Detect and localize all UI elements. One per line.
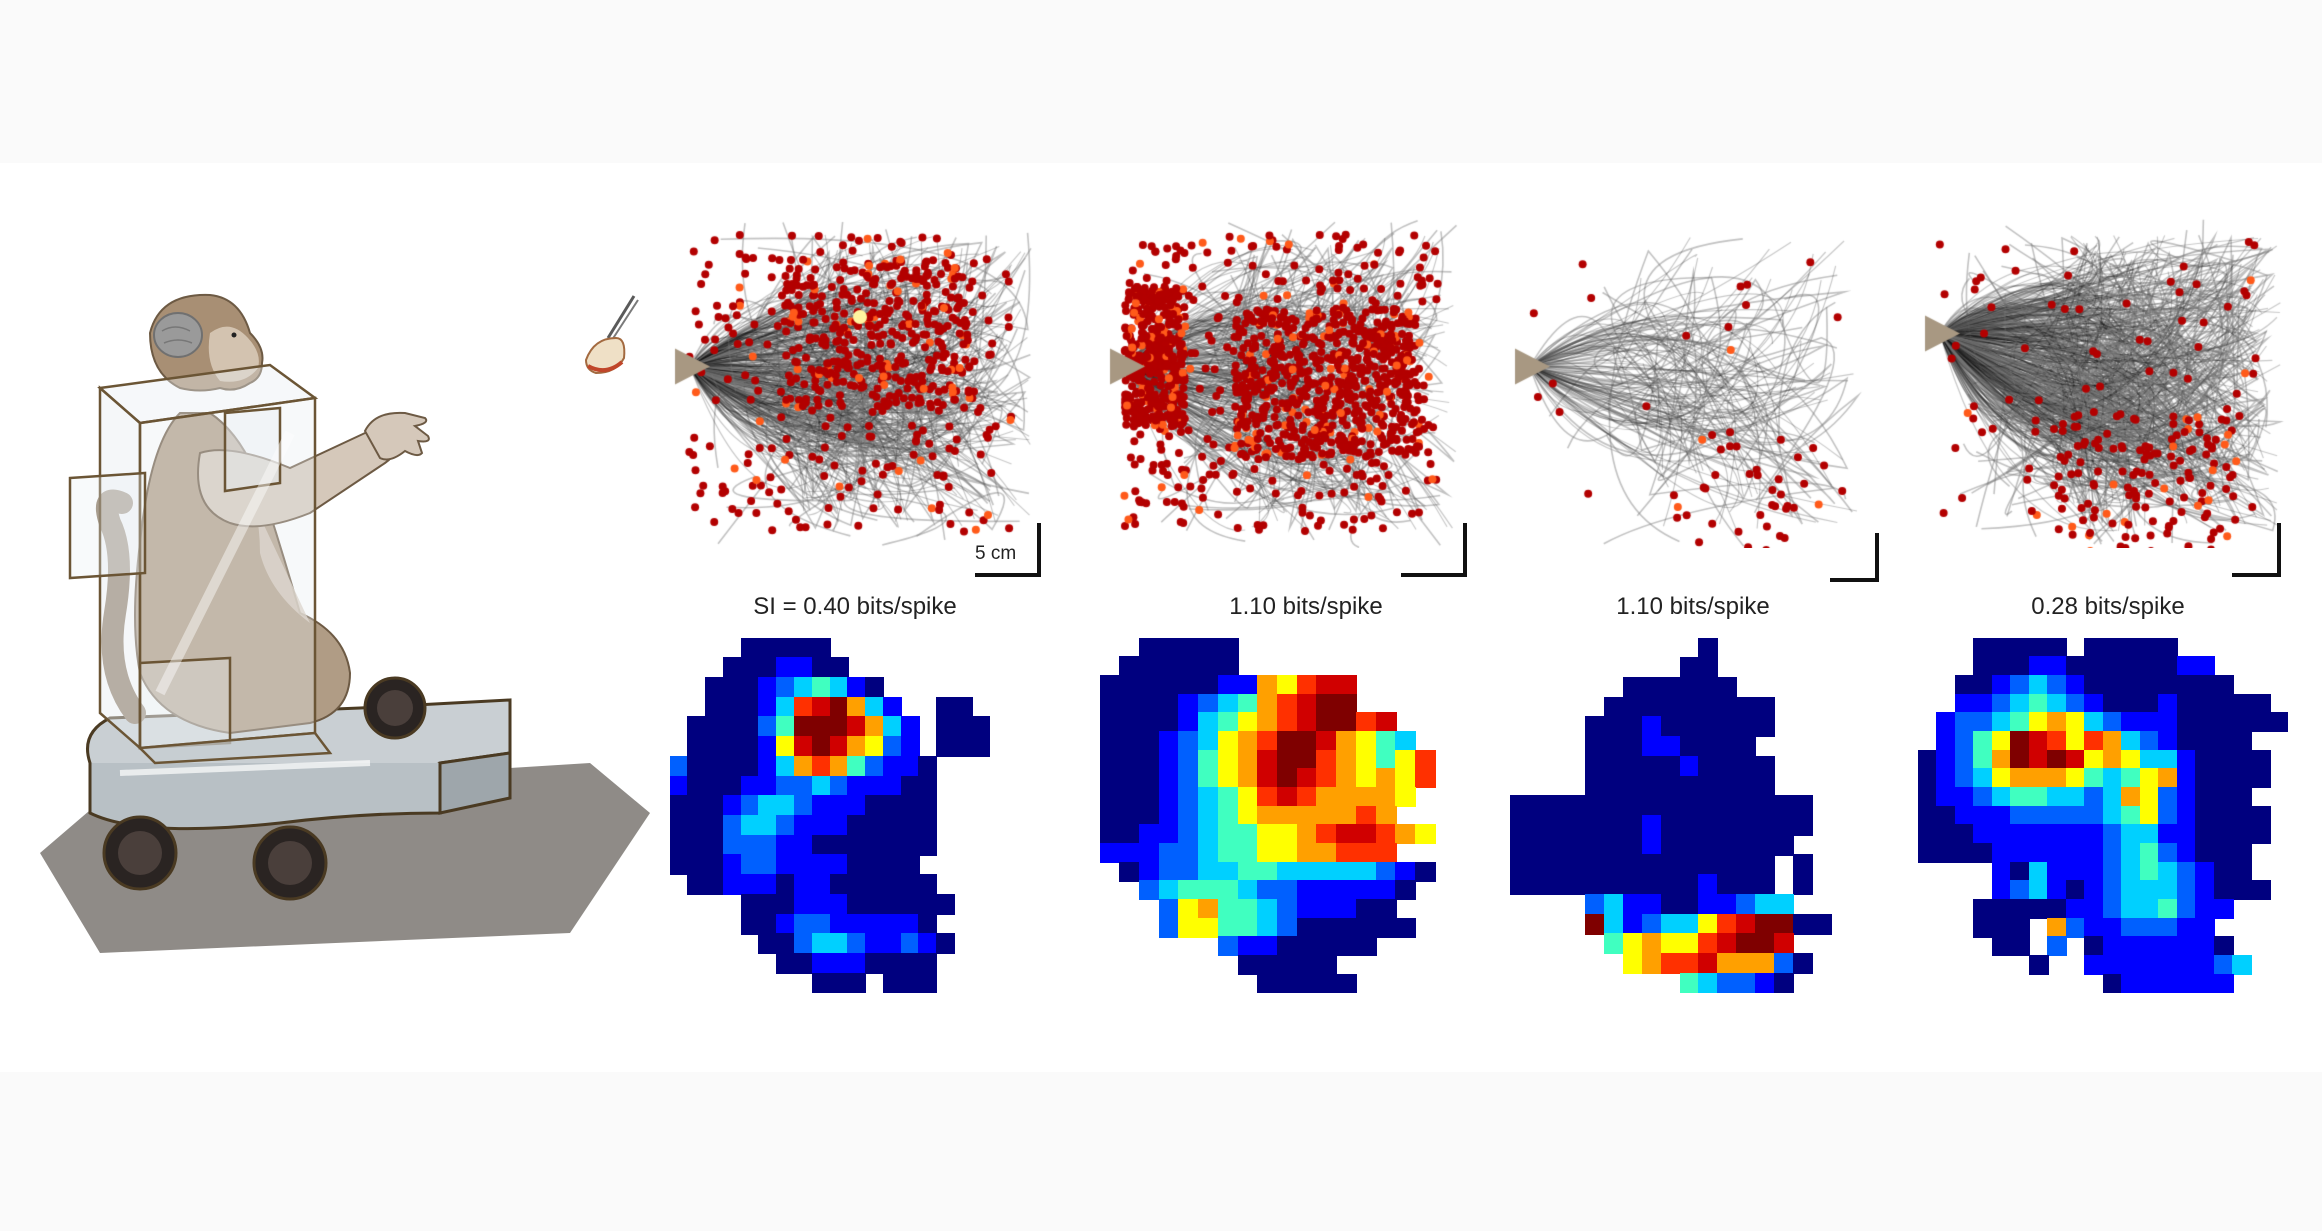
monkey-chair-illustration (40, 293, 650, 953)
firing-rate-heatmap (1510, 638, 1850, 993)
figure-panel: 5 cm SI = 0.40 bits/spike 1.10 bits/spik… (0, 163, 2322, 1072)
wheel-icon (102, 815, 178, 891)
si-label: 1.10 bits/spike (1229, 593, 1383, 620)
scale-bar (1830, 533, 1879, 582)
trajectory-plot (1510, 218, 1880, 548)
si-label: 1.10 bits/spike (1616, 593, 1770, 620)
monkey-eye-icon (231, 332, 237, 338)
trajectory-plot (1920, 218, 2300, 548)
chair-box-icon (68, 363, 333, 765)
monkey-hand-icon (363, 411, 430, 461)
firing-rate-heatmap (1918, 638, 2288, 993)
brain-icon (153, 312, 203, 358)
scale-label: 5 cm (975, 543, 1017, 564)
wheel-icon (363, 676, 427, 740)
trajectory-plot (1105, 218, 1475, 548)
food-reward-icon (584, 295, 639, 375)
firing-rate-heatmap (670, 638, 990, 993)
scale-bar (975, 523, 1041, 577)
trajectory-plot (670, 218, 1050, 548)
si-label: SI = 0.40 bits/spike (753, 593, 957, 620)
si-label: 0.28 bits/spike (2031, 593, 2185, 620)
wheel-icon (252, 825, 328, 901)
scale-bar (2232, 523, 2281, 577)
firing-rate-heatmap (1100, 638, 1455, 993)
scale-bar (1401, 523, 1467, 577)
